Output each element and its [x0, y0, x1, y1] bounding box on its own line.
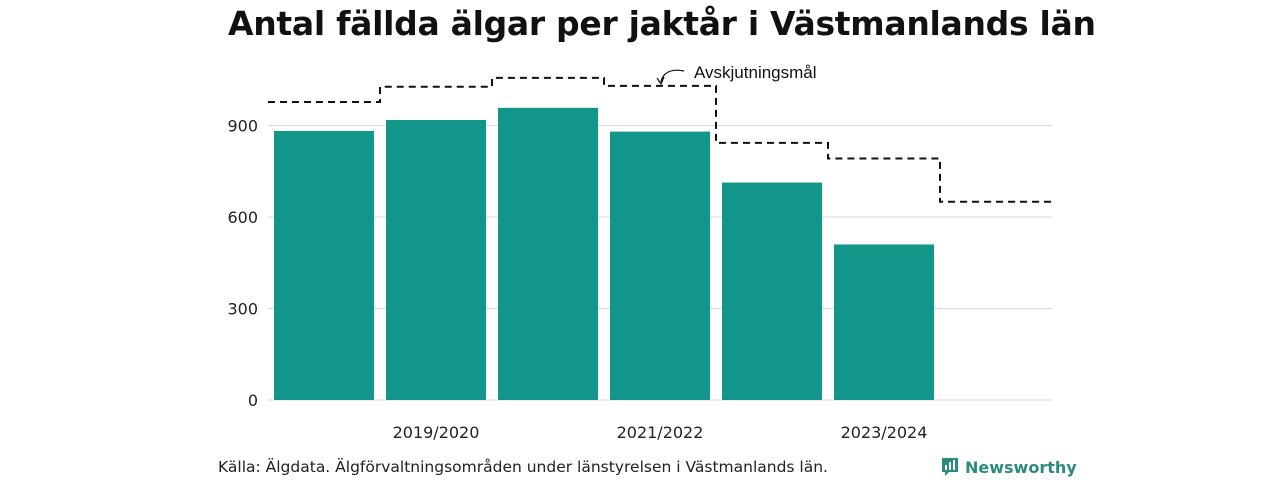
- newsworthy-logo-icon: [942, 458, 958, 476]
- brand-logo[interactable]: Newsworthy: [940, 456, 1077, 478]
- source-note: Källa: Älgdata. Älgförvaltningsområden u…: [218, 458, 828, 476]
- y-tick-label: 600: [227, 208, 258, 227]
- x-tick-label: 2023/2024: [841, 423, 928, 442]
- bar: [274, 130, 374, 401]
- annotation-arrowhead: [656, 76, 665, 86]
- y-tick-label: 900: [227, 117, 258, 136]
- y-tick-label: 300: [227, 300, 258, 319]
- bar: [498, 107, 598, 400]
- brand-name: Newsworthy: [965, 457, 1077, 477]
- target-step-line: [268, 76, 1052, 203]
- bar: [722, 182, 822, 400]
- bar: [386, 120, 486, 400]
- bar: [610, 131, 710, 400]
- annotation-arrow: [660, 69, 685, 83]
- x-tick-label: 2019/2020: [393, 423, 480, 442]
- y-tick-label: 0: [248, 391, 258, 410]
- chart-title: Antal fällda älgar per jaktår i Västmanl…: [228, 4, 1096, 43]
- x-tick-label: 2021/2022: [617, 423, 704, 442]
- bar: [834, 244, 934, 400]
- annotation-label: Avskjutningsmål: [694, 63, 817, 82]
